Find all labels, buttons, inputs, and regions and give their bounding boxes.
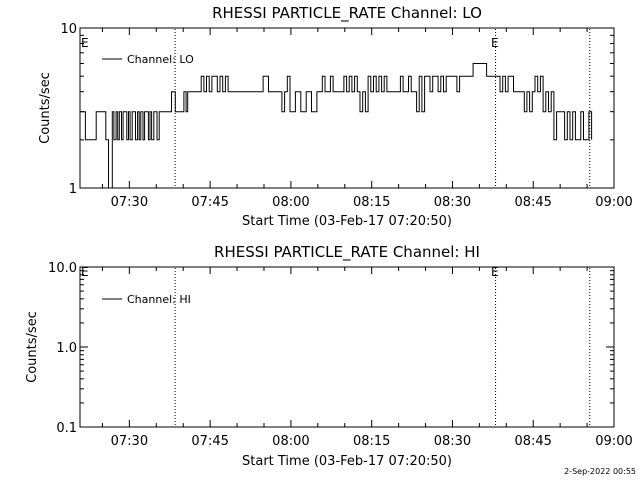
- y-axis-label-hi: Counts/sec: [25, 311, 40, 383]
- x-tick-label-hi: 07:30: [111, 434, 148, 449]
- x-tick-label-lo: 08:30: [434, 195, 471, 210]
- y-axis-label-lo: Counts/sec: [38, 72, 53, 144]
- panel-hi: RHESSI PARTICLE_RATE Channel: HI 07:30 07…: [25, 243, 633, 469]
- chart-title-lo: RHESSI PARTICLE_RATE Channel: LO: [212, 4, 482, 23]
- y-tick-label-lo: 1: [69, 182, 77, 197]
- legend-label-hi: Channel: HI: [127, 293, 191, 306]
- annotation-e-hi-2: E: [491, 265, 499, 279]
- y-tick-label-hi: 1.0: [56, 341, 77, 356]
- x-axis-label-lo: Start Time (03-Feb-17 07:20:50): [242, 214, 452, 229]
- x-tick-label-hi: 08:45: [514, 434, 551, 449]
- annotation-e-hi-1: E: [81, 265, 89, 279]
- x-tick-label-lo: 08:45: [514, 195, 551, 210]
- legend-label-lo: Channel: LO: [127, 53, 194, 66]
- vertical-markers-hi: [174, 268, 591, 426]
- x-tick-label-hi: 08:30: [434, 434, 471, 449]
- x-tick-label-hi: 07:45: [191, 434, 228, 449]
- annotation-e-lo-2: E: [491, 36, 499, 50]
- footer-timestamp: 2-Sep-2022 00:55: [564, 467, 636, 476]
- y-ticks-lo: 1 10: [60, 22, 614, 197]
- x-tick-label-lo: 07:45: [191, 195, 228, 210]
- plot-frame-hi: [79, 266, 615, 428]
- x-tick-label-lo: 08:00: [272, 195, 309, 210]
- x-tick-label-lo: 09:00: [595, 195, 632, 210]
- x-tick-label-hi: 08:00: [272, 434, 309, 449]
- series-line-lo: [80, 63, 593, 189]
- x-axis-label-hi: Start Time (03-Feb-17 07:20:50): [242, 454, 452, 469]
- chart-title-hi: RHESSI PARTICLE_RATE Channel: HI: [214, 243, 480, 262]
- x-tick-label-lo: 08:15: [353, 195, 390, 210]
- x-tick-label-lo: 07:30: [111, 195, 148, 210]
- vertical-markers-lo: [174, 29, 591, 187]
- plot-frame-lo: [79, 27, 615, 189]
- y-tick-label-lo: 10: [60, 22, 77, 37]
- x-ticks-hi: 07:30 07:45 08:00 08:15 08:30 08:45 09:00: [101, 267, 633, 449]
- y-tick-label-hi: 10.0: [48, 261, 77, 276]
- y-tick-label-hi: 0.1: [56, 421, 77, 436]
- y-ticks-hi: 0.1 1.0 10.0: [48, 261, 614, 436]
- x-ticks-lo: 07:30 07:45 08:00 08:15 08:30 08:45 09:00: [101, 28, 633, 210]
- x-tick-label-hi: 09:00: [595, 434, 632, 449]
- x-tick-label-hi: 08:15: [353, 434, 390, 449]
- panel-lo: RHESSI PARTICLE_RATE Channel: LO 07:30 07…: [38, 4, 633, 229]
- annotation-e-lo-1: E: [81, 36, 89, 50]
